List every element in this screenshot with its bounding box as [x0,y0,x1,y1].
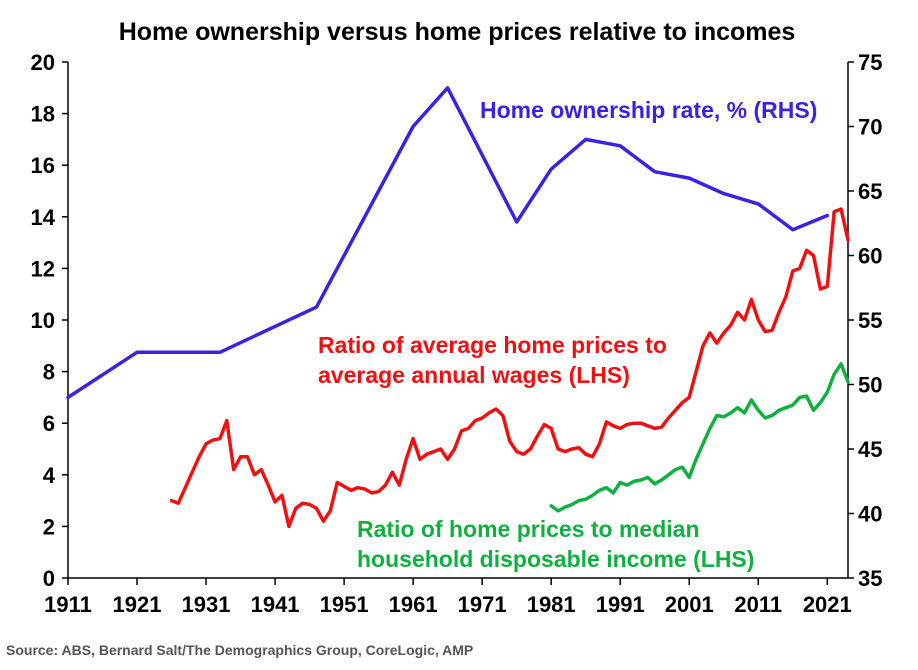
y-right-tick-label: 45 [858,437,882,462]
y-left-tick-label: 18 [31,102,55,127]
y-left-tick-label: 0 [43,566,55,591]
x-tick-label: 1971 [458,592,507,617]
y-right-tick-label: 40 [858,502,882,527]
chart-title: Home ownership versus home prices relati… [119,18,796,46]
chart: Home ownership versus home prices relati… [31,18,883,617]
series-line-wages [169,207,850,529]
x-tick-label: 1991 [596,592,645,617]
y-left-tick-label: 2 [43,514,55,539]
y-left-tick-label: 6 [43,411,55,436]
series-line-ownership [66,86,830,400]
y-right-tick-label: 50 [858,373,882,398]
x-tick-label: 2001 [665,592,714,617]
series-label-wages: Ratio of average home prices to average … [318,332,673,388]
x-tick-label: 2011 [734,592,782,617]
x-tick-label: 1921 [113,592,162,617]
y-left-tick-label: 12 [31,256,55,281]
y-right-tick-label: 75 [858,50,882,75]
tick-labels: 0 2 4 6 8 10 12 14 16 18 20 35 40 45 50 55 60 65 70 75 1911 1… [31,50,883,617]
y-right-tick-label: 65 [858,179,882,204]
series-line-household [549,362,850,513]
x-tick-label: 1941 [251,592,300,617]
y-right-tick-label: 55 [858,308,882,333]
x-tick-label: 1911 [44,592,92,617]
y-right-tick-label: 60 [858,244,882,269]
x-tick-label: 1951 [320,592,369,617]
x-tick-label: 2021 [803,592,852,617]
x-tick-label: 1931 [182,592,231,617]
x-tick-label: 1981 [527,592,576,617]
y-left-tick-label: 10 [31,308,55,333]
y-left-tick-label: 8 [43,360,55,385]
x-tick-label: 1961 [389,592,438,617]
series-lines [66,86,850,529]
y-left-tick-label: 16 [31,153,55,178]
y-left-tick-label: 4 [43,463,56,488]
y-left-tick-label: 14 [31,205,56,230]
y-right-tick-label: 35 [858,566,882,591]
source-note: Source: ABS, Bernard Salt/The Demographi… [6,642,474,658]
y-right-tick-label: 70 [858,115,882,140]
axes [67,62,849,579]
tick-marks [62,61,854,585]
series-label-ownership: Home ownership rate, % (RHS) [480,97,817,123]
y-left-tick-label: 20 [31,50,55,75]
series-label-household: Ratio of home prices to median household… [357,516,754,572]
